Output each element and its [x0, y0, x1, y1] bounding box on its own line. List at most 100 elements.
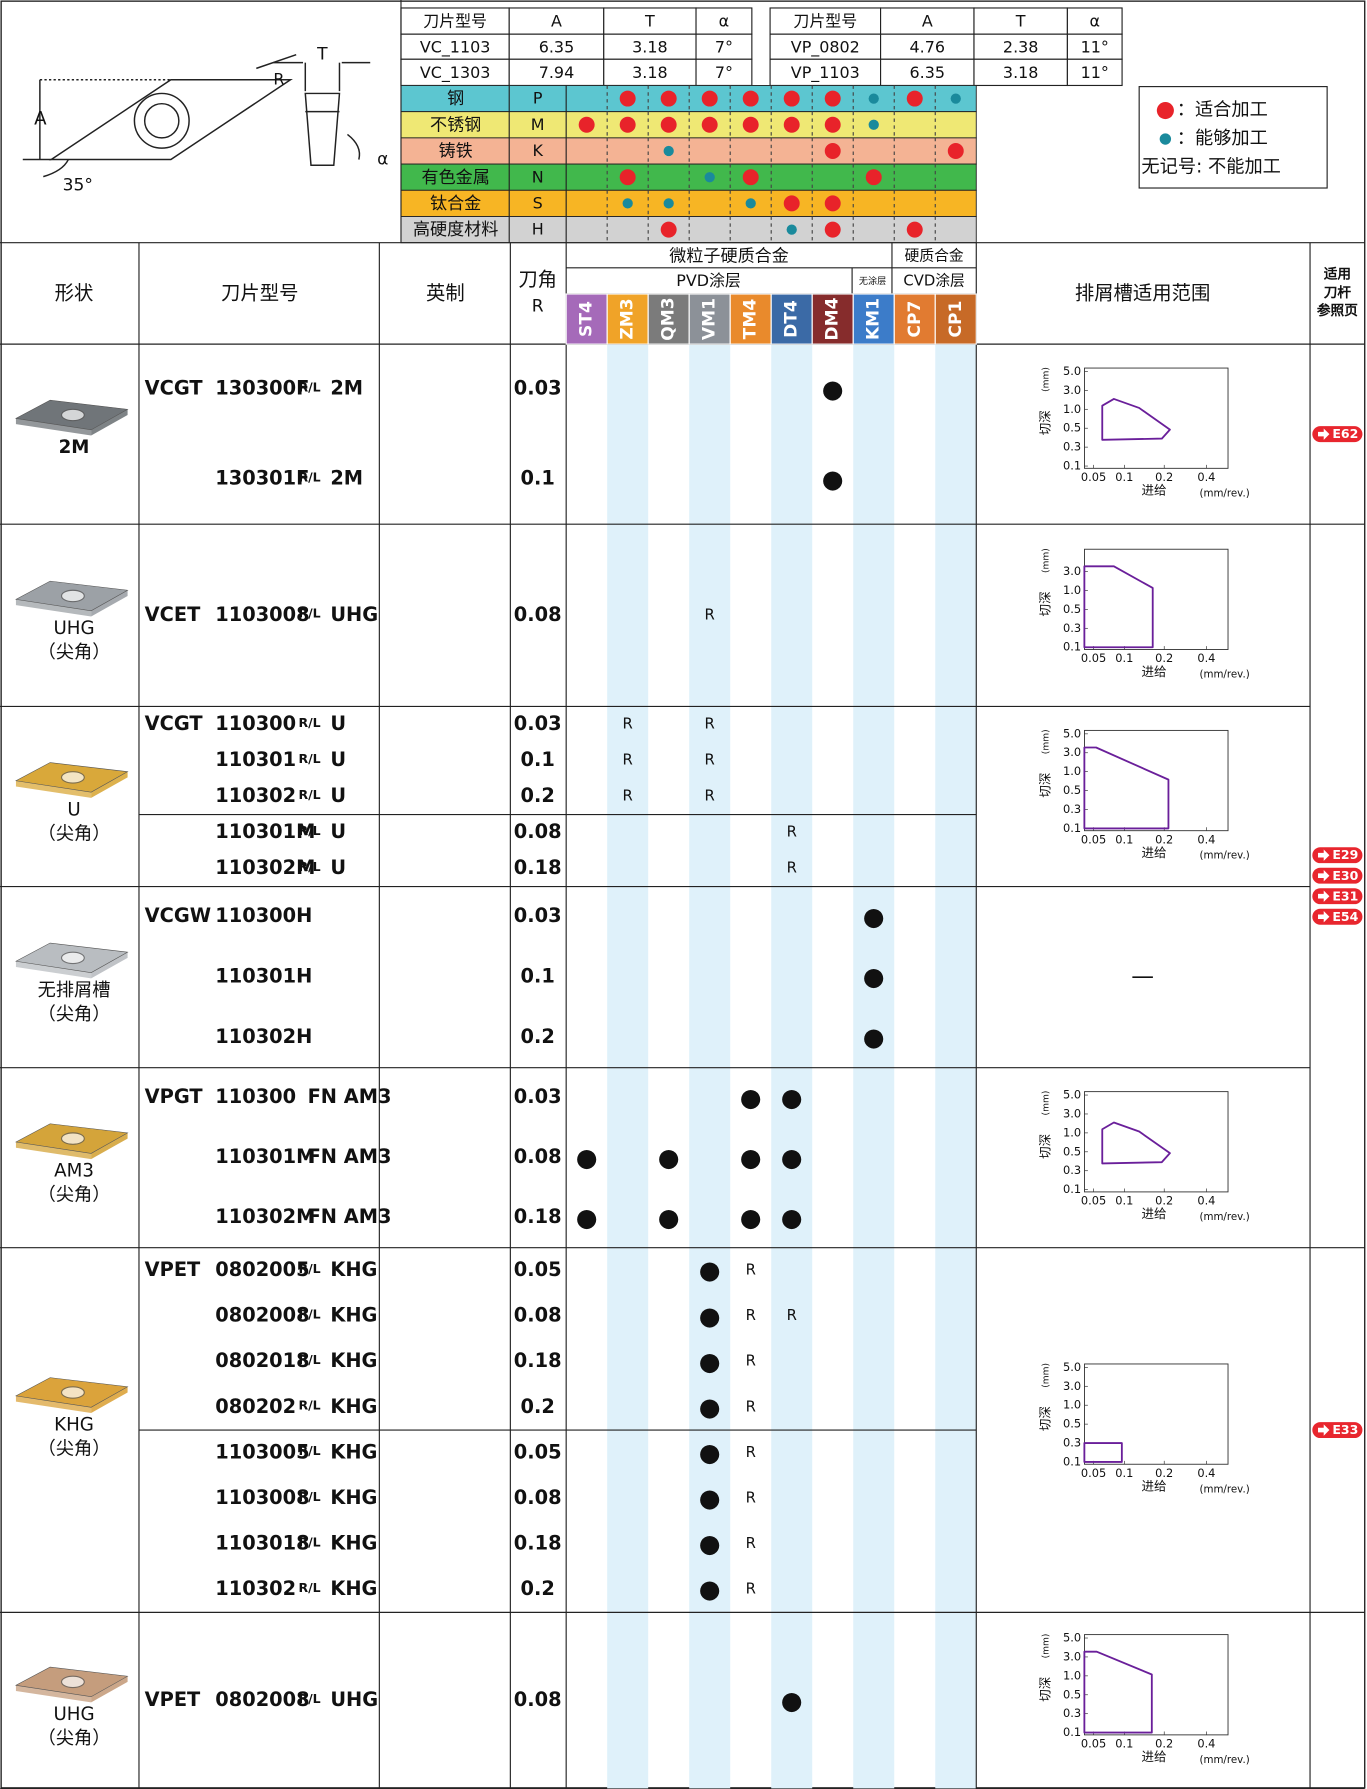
legend-text: 无记号: 不能加工	[1141, 157, 1280, 178]
material-code: S	[533, 193, 543, 212]
graph-y-label: 0.5	[1063, 1144, 1081, 1158]
insert-side	[91, 590, 128, 617]
insert-diagram	[22, 53, 371, 178]
dims-header: 刀片型号	[793, 12, 857, 31]
capable-dot	[868, 119, 879, 130]
dims-value: 3.18	[1003, 63, 1038, 82]
graph-y-label: 1.0	[1063, 1668, 1081, 1682]
graph-x-label: 0.05	[1081, 1736, 1106, 1750]
header-ref: 适用	[1324, 266, 1351, 283]
recommended-mark: ●	[822, 374, 844, 403]
ref-arrow	[1318, 1424, 1330, 1436]
column-stripe	[771, 344, 813, 1789]
model-suffix: UHG	[330, 603, 378, 626]
insert-side	[15, 961, 92, 979]
recommended-mark: ●	[863, 962, 885, 991]
corner-radius: 0.05	[514, 1440, 562, 1463]
recommended-mark: ●	[699, 1347, 721, 1376]
dims-cell	[695, 33, 753, 60]
graph-y-unit: (mm)	[1041, 367, 1051, 392]
shape-label: U	[67, 799, 80, 820]
model-code: 0802005	[215, 1258, 309, 1281]
model-code: 110300	[215, 1085, 296, 1108]
model-code: 0802008	[215, 1304, 309, 1327]
model-hand: R/L	[298, 715, 320, 730]
insert-hole-outer	[133, 92, 190, 149]
dims-cell	[695, 58, 753, 87]
header-model: 刀片型号	[221, 281, 298, 304]
recommended-mark: ●	[863, 902, 885, 931]
corner-radius: 0.18	[514, 1349, 562, 1372]
stock-mark: R	[746, 1398, 756, 1415]
graph-x-label: 0.2	[1155, 1466, 1173, 1480]
model-code: 110302M	[215, 1205, 315, 1228]
graph-y-title: 切深	[1037, 1677, 1052, 1702]
graph-x-label: 0.1	[1115, 470, 1133, 484]
model-suffix: U	[330, 712, 346, 735]
application-range	[1101, 398, 1171, 441]
dims-value: 4.76	[910, 37, 945, 56]
suitable-dot	[619, 90, 636, 107]
stock-mark: R	[787, 824, 797, 841]
stock-mark: R	[746, 1307, 756, 1324]
capable-dot	[663, 145, 674, 157]
graph-y-label: 5.0	[1063, 1631, 1081, 1645]
graph-x-label: 0.05	[1081, 651, 1106, 665]
header-ref: 参照页	[1317, 302, 1358, 319]
dims-header: α	[1089, 12, 1100, 31]
graph-x-unit: (mm/rev.)	[1199, 1483, 1249, 1495]
model-hand: R/L	[298, 606, 320, 621]
model-code: 1103008	[215, 603, 309, 626]
header-pvd: PVD涂层	[676, 271, 741, 290]
dims-cell	[769, 58, 882, 87]
graph-y-label: 0.1	[1063, 459, 1081, 473]
model-hand: R/L	[298, 1534, 320, 1549]
dims-value: VC_1103	[420, 37, 491, 57]
header-radius: R	[532, 297, 544, 317]
header-micro: 微粒子硬质合金	[669, 246, 789, 266]
recommended-mark: ●	[699, 1484, 721, 1513]
alpha-label: α	[377, 150, 388, 170]
corner-radius: 0.2	[521, 1025, 555, 1048]
column-stripe	[607, 344, 649, 1789]
ref-page: E33	[1332, 1422, 1358, 1437]
recommended-mark: ●	[822, 464, 844, 493]
dims-header: α	[719, 12, 730, 31]
model-hand: R/L	[298, 751, 320, 766]
recommended-mark: ●	[699, 1256, 721, 1285]
dims-header: T	[1015, 12, 1026, 31]
recommended-mark: ●	[740, 1203, 762, 1232]
material-code: M	[531, 115, 545, 134]
material-code: K	[532, 141, 543, 160]
legend-symbol	[1156, 101, 1174, 120]
model-suffix: U	[330, 748, 346, 771]
insert-side	[91, 409, 128, 436]
corner-radius: 0.03	[514, 1085, 562, 1108]
suitable-dot	[824, 90, 841, 107]
graph-y-unit: (mm)	[1041, 1363, 1051, 1388]
suitable-dot	[619, 169, 636, 186]
model-code: 110301	[215, 748, 296, 771]
suitable-dot	[947, 143, 964, 159]
stock-mark: R	[787, 860, 797, 877]
corner-radius: 0.1	[521, 748, 555, 771]
model-suffix: KHG	[330, 1258, 377, 1281]
graph-y-label: 5.0	[1063, 1088, 1081, 1102]
shape-label: KHG	[54, 1415, 94, 1436]
suitable-dot	[742, 169, 759, 186]
dims-header: A	[551, 12, 562, 31]
model-code: 130301F	[215, 467, 309, 490]
graph-y-label: 1.0	[1063, 1125, 1081, 1139]
suitable-dot	[701, 90, 718, 107]
graph-y-label: 1.0	[1063, 583, 1081, 597]
corner-radius: 0.08	[514, 603, 562, 626]
graph-x-label: 0.1	[1115, 1466, 1133, 1480]
model-suffix: KHG	[330, 1349, 377, 1372]
insert-side	[91, 1386, 128, 1413]
dims-value: VC_1303	[420, 63, 491, 83]
model-code: 110302	[215, 1577, 296, 1600]
model-suffix: FN AM3	[308, 1085, 392, 1108]
